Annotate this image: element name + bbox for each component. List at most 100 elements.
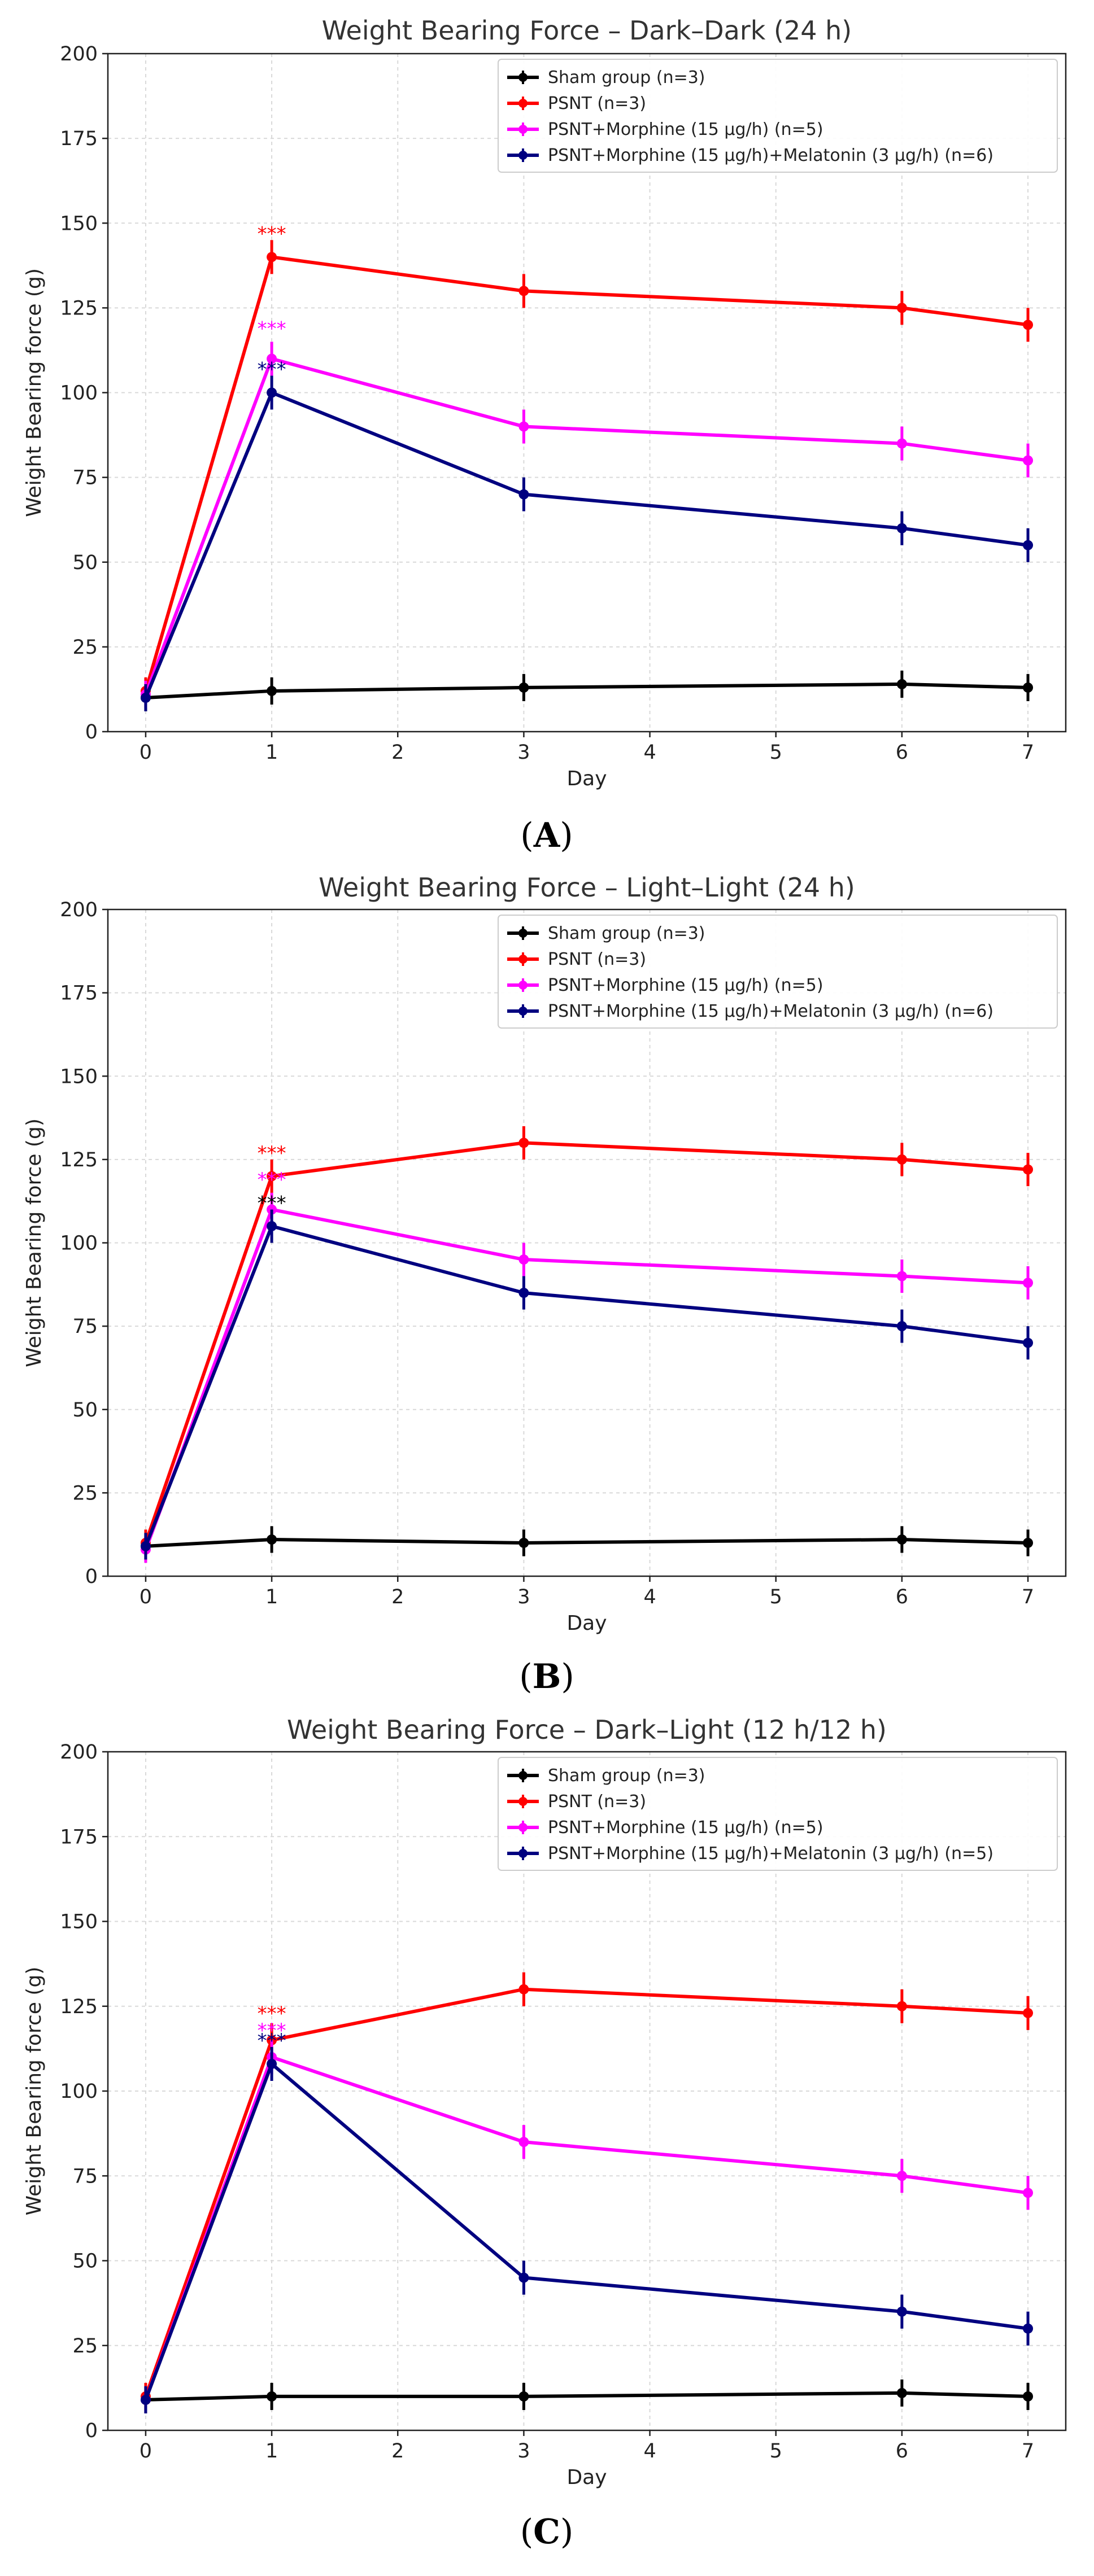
x-tick-label: 0	[140, 1586, 152, 1608]
legend-marker	[518, 929, 528, 938]
y-tick-label: 175	[60, 128, 98, 150]
data-point	[896, 2306, 907, 2317]
y-tick-label: 50	[72, 552, 98, 574]
data-point	[518, 286, 529, 296]
y-tick-label: 100	[60, 2080, 98, 2103]
significance-marker: ***	[258, 2019, 286, 2042]
series-line	[144, 2055, 1028, 2400]
legend-label: PSNT+Morphine (15 µg/h)+Melatonin (3 µg/…	[548, 1844, 993, 1864]
x-tick-label: 6	[896, 1586, 908, 1608]
y-tick-label: 125	[60, 1996, 98, 2018]
series-4	[140, 2046, 1034, 2413]
chart-a: 0 1 2 3 4 5 6 7 0 25 50 75 100 125 150 175 200 Weight Bea…	[23, 15, 1067, 790]
data-point	[518, 1138, 529, 1148]
series-1	[140, 670, 1034, 711]
data-point	[896, 1534, 907, 1545]
significance-marker: ***	[258, 1142, 286, 1165]
data-point	[1023, 2323, 1034, 2334]
legend: Sham group (n=3) PSNT (n=3) PSNT+Morphine …	[498, 915, 1058, 1029]
data-point	[1023, 455, 1034, 466]
x-tick-label: 5	[770, 1586, 782, 1608]
data-point	[1023, 1337, 1034, 1348]
data-point	[267, 1221, 277, 1231]
chart-title: Weight Bearing Force – Dark–Dark (24 h)	[322, 15, 852, 46]
data-point	[896, 438, 907, 449]
x-tick-label: 1	[265, 1586, 278, 1608]
significance-marker: ***	[258, 358, 286, 381]
y-tick-label: 50	[72, 1399, 98, 1422]
y-tick-label: 75	[72, 467, 98, 489]
legend-label: PSNT (n=3)	[548, 94, 646, 113]
data-point	[1023, 2188, 1034, 2198]
data-point	[518, 1254, 529, 1265]
y-tick-label: 150	[60, 1911, 98, 1934]
series-line	[145, 682, 1028, 699]
x-tick-label: 0	[140, 2440, 152, 2463]
y-tick-label: 75	[72, 2165, 98, 2188]
x-tick-label: 3	[517, 741, 530, 764]
legend-label: PSNT+Morphine (15 µg/h) (n=5)	[548, 120, 823, 139]
data-point	[518, 1984, 529, 1995]
series-2	[140, 1972, 1034, 2410]
data-point	[896, 1321, 907, 1332]
y-tick-label: 125	[60, 1149, 98, 1171]
data-point	[518, 2137, 529, 2148]
series-line	[144, 2062, 1028, 2400]
data-point	[1023, 320, 1034, 330]
data-point	[1023, 1537, 1034, 1548]
data-point	[1023, 2391, 1034, 2402]
data-point	[267, 2058, 277, 2069]
chart-title: Weight Bearing Force – Dark–Light (12 h/…	[287, 1715, 887, 1745]
data-point	[267, 353, 277, 364]
data-point	[518, 421, 529, 432]
y-tick-label: 200	[60, 1741, 98, 1764]
y-tick-label: 200	[60, 899, 98, 921]
significance-marker: ***	[258, 317, 286, 340]
x-tick-label: 6	[896, 741, 908, 764]
y-tick-label: 25	[72, 1482, 98, 1505]
data-point	[518, 489, 529, 500]
legend-marker	[518, 1823, 528, 1832]
data-point	[896, 523, 907, 533]
x-tick-label: 5	[770, 741, 782, 764]
x-tick-label: 7	[1022, 1586, 1034, 1608]
y-tick-label: 75	[72, 1315, 98, 1338]
data-point	[1023, 682, 1034, 693]
x-tick-label: 6	[896, 2440, 908, 2463]
legend-marker	[518, 151, 528, 160]
legend-marker	[518, 981, 528, 990]
series-1	[140, 2379, 1034, 2413]
significance-marker: ***	[258, 2002, 286, 2025]
y-tick-label: 25	[72, 636, 98, 659]
y-tick-label: 175	[60, 982, 98, 1005]
data-point	[896, 2171, 907, 2181]
x-tick-label: 5	[770, 2440, 782, 2463]
data-point	[518, 1288, 529, 1298]
series-4	[140, 1209, 1034, 1560]
data-point	[1023, 1278, 1034, 1288]
panel-label: (B)	[519, 1657, 574, 1696]
significance-marker: ***	[258, 1169, 286, 1191]
legend-label: Sham group (n=3)	[548, 924, 705, 943]
legend-marker	[518, 955, 528, 964]
series-line	[144, 1208, 1028, 1550]
data-point	[518, 1537, 529, 1548]
data-point	[896, 303, 907, 313]
legend-label: PSNT+Morphine (15 µg/h)+Melatonin (3 µg/…	[548, 146, 993, 165]
y-tick-label: 100	[60, 1232, 98, 1255]
data-point	[896, 2001, 907, 2011]
x-tick-label: 4	[643, 2440, 656, 2463]
legend-marker	[518, 1849, 528, 1858]
x-tick-label: 1	[265, 2440, 278, 2463]
legend-marker	[518, 73, 528, 82]
data-point	[267, 387, 277, 398]
legend-box	[498, 1757, 1058, 1871]
y-tick-label: 0	[85, 721, 98, 744]
chart-title: Weight Bearing Force – Light–Light (24 h…	[319, 872, 855, 903]
y-axis-label: Weight Bearing force (g)	[23, 1967, 46, 2216]
data-point	[140, 692, 151, 703]
panel-label: (C)	[520, 2512, 574, 2552]
legend-label: PSNT+Morphine (15 µg/h) (n=5)	[548, 976, 823, 995]
data-point	[518, 2272, 529, 2283]
